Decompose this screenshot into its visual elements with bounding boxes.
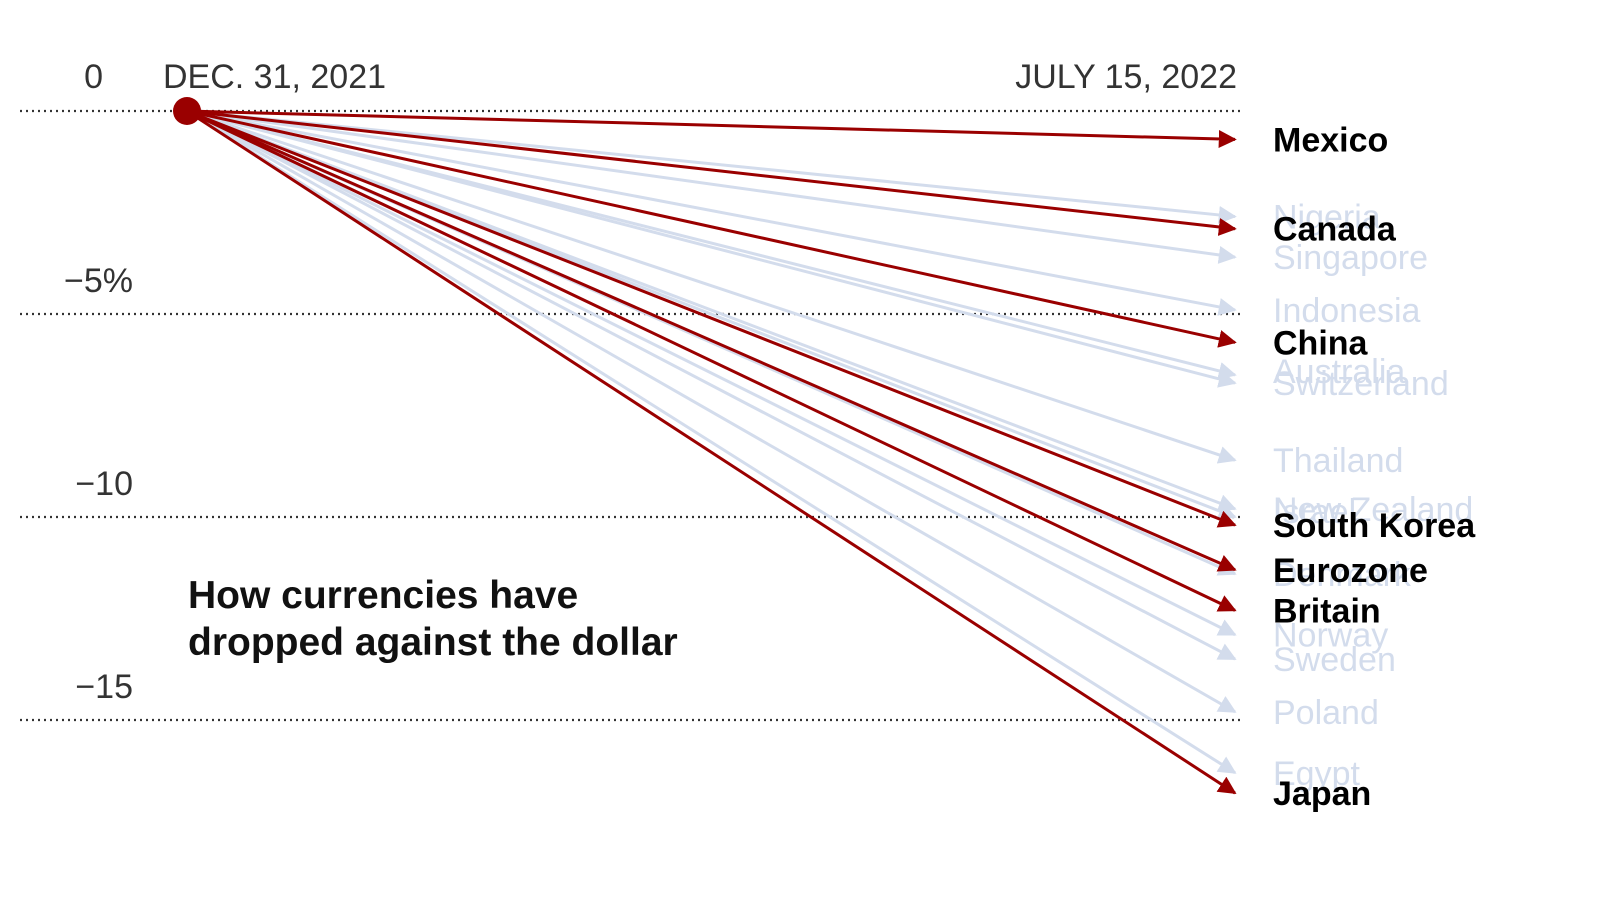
series-label-eurozone: Eurozone (1273, 552, 1428, 590)
end-date-label: JULY 15, 2022 (1015, 58, 1237, 96)
series-arrow-poland (186, 109, 1237, 714)
start-point (173, 97, 201, 125)
series-label-britain: Britain (1273, 592, 1381, 630)
series-label-israel: Israel (1273, 493, 1356, 531)
series-arrow-norway (186, 109, 1237, 637)
y-tick-label: −15 (75, 668, 133, 706)
series-label-mexico: Mexico (1273, 121, 1388, 159)
series-label-thailand: Thailand (1273, 442, 1403, 480)
series-label-indonesia: Indonesia (1273, 292, 1421, 330)
chart-title-line-2: dropped against the dollar (188, 621, 678, 664)
series-label-sweden: Sweden (1273, 641, 1396, 679)
series-arrow-nigeria (186, 109, 1237, 224)
series-arrow-sweden (186, 109, 1237, 661)
series-arrow-japan (186, 109, 1237, 795)
series-label-singapore: Singapore (1273, 239, 1428, 277)
series-arrow-canada (186, 109, 1237, 236)
series-arrow-indonesia (186, 109, 1237, 316)
highlighted-series-labels: Mexico Canada China South Korea EurozoneBrit… (1273, 121, 1476, 813)
series-arrow-south-korea (186, 109, 1237, 528)
chart-title-line-1: How currencies have (188, 574, 578, 617)
series-arrow-mexico (186, 109, 1237, 148)
y-tick-label: −5% (64, 262, 133, 300)
series-label-switzerland: Switzerland (1273, 365, 1449, 403)
y-tick-label: 0 (84, 58, 103, 96)
y-tick-label: −10 (75, 465, 133, 503)
series-arrow-thailand (186, 109, 1237, 464)
muted-series (186, 109, 1237, 775)
series-label-egypt: Egypt (1273, 755, 1360, 793)
series-arrow-egypt (186, 109, 1237, 775)
series-label-norway: Norway (1273, 617, 1388, 655)
series-label-japan: Japan (1273, 775, 1371, 813)
series-arrow-switzerland (186, 109, 1237, 388)
y-axis-ticks: 0 −5% −10 −15 (64, 58, 133, 706)
series-arrow-britain (186, 109, 1237, 612)
series-label-denmark: Denmark (1273, 556, 1412, 594)
series-label-south-korea: South Korea (1273, 507, 1476, 545)
series-arrow-eurozone (186, 109, 1237, 572)
series-label-poland: Poland (1273, 694, 1379, 732)
series-label-nigeria: Nigeria (1273, 199, 1381, 237)
start-date-label: DEC. 31, 2021 (163, 58, 386, 96)
series-label-new-zealand: New Zealand (1273, 491, 1473, 529)
highlighted-series (186, 109, 1237, 795)
series-arrow-china (186, 109, 1237, 348)
series-arrow-singapore (186, 109, 1237, 264)
series-label-china: China (1273, 324, 1369, 362)
series-label-australia: Australia (1273, 353, 1405, 391)
series-label-canada: Canada (1273, 211, 1397, 249)
